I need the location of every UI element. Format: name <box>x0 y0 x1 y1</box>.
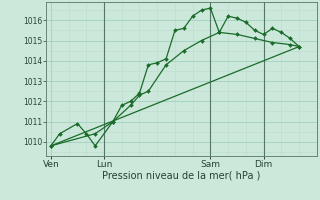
X-axis label: Pression niveau de la mer( hPa ): Pression niveau de la mer( hPa ) <box>102 171 261 181</box>
